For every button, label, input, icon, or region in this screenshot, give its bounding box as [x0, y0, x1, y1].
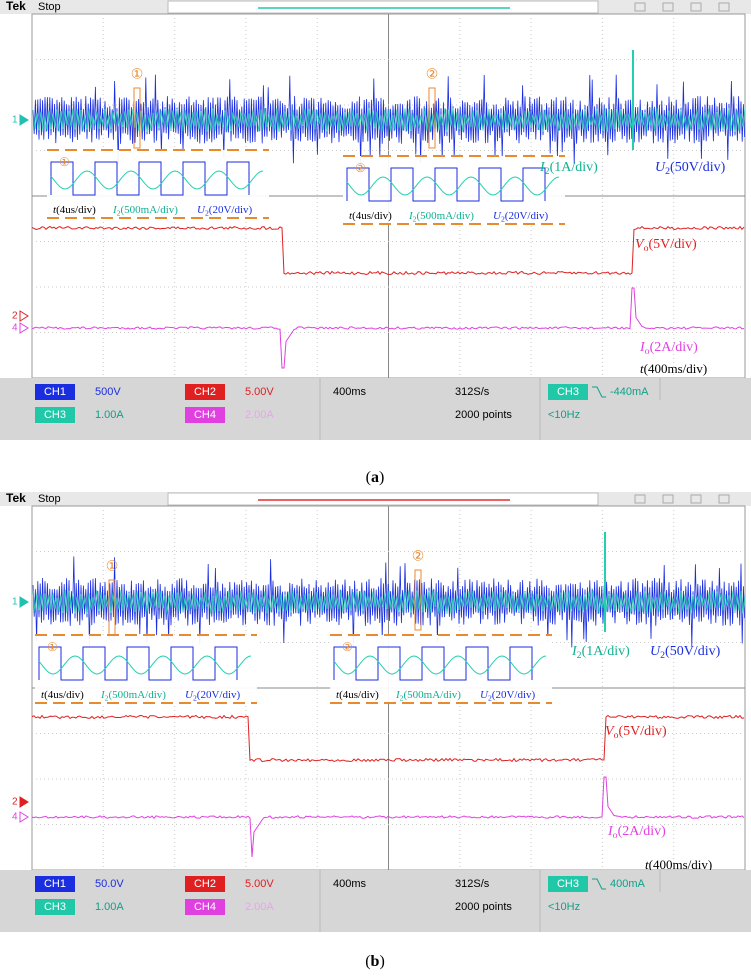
timebase: 400ms [333, 878, 367, 890]
top-bar-box [168, 1, 598, 13]
label-unit: (20V/div) [505, 210, 549, 222]
inset: ②t(4us/div)I2(500mA/div)U2(20V/div) [343, 156, 565, 224]
channel-name: CH2 [194, 386, 216, 398]
label-unit: (500mA/div) [404, 689, 462, 701]
trace-label: t(400ms/div) [640, 361, 707, 376]
channel-name: CH4 [194, 409, 216, 421]
caption: (b) [365, 953, 385, 970]
trace-label: I2(500mA/div) [395, 689, 461, 703]
inset: ①t(4us/div)I2(500mA/div)U2(20V/div) [47, 150, 269, 218]
channel-scale: 5.00V [245, 386, 274, 398]
inset-number: ① [59, 155, 70, 169]
channel-scale: 500V [95, 386, 121, 398]
channel-marker: 2 [12, 797, 18, 808]
trace-label: I2(500mA/div) [408, 210, 474, 224]
label-unit: (4us/div) [44, 689, 84, 701]
channel-scale: 2.00A [245, 901, 274, 913]
channel-marker: 4 [12, 323, 18, 334]
trace-label: t(4us/div) [349, 210, 392, 222]
label-unit: (500mA/div) [417, 210, 475, 222]
run-state: Stop [38, 493, 61, 505]
label-unit: (20V/div) [209, 204, 253, 216]
callout: ① [106, 558, 119, 574]
label-unit: (2A/div) [650, 340, 699, 355]
channel-scale: 50.0V [95, 878, 124, 890]
channel-scale: 2.00A [245, 409, 274, 421]
trigger-frequency: <10Hz [548, 901, 580, 913]
trace-label: t(4us/div) [53, 204, 96, 216]
label-unit: (1A/div) [582, 644, 631, 659]
inset-number: ② [355, 161, 366, 175]
scope-panel: TekStop①②124①t(4us/div)I2(500mA/div)U2(2… [0, 0, 751, 440]
brand: Tek [6, 491, 26, 505]
label-unit: (400ms/div) [649, 857, 713, 872]
label-unit: (400ms/div) [644, 361, 708, 376]
channel-marker: 2 [12, 311, 18, 322]
channel-arrow [20, 797, 28, 807]
label-unit: (2A/div) [618, 824, 667, 839]
label-unit: (20V/div) [197, 689, 241, 701]
channel-marker: 1 [12, 597, 18, 608]
channel-arrow [20, 311, 28, 321]
channel-name: CH4 [194, 901, 216, 913]
channel-scale: 1.00A [95, 409, 124, 421]
trigger-frequency: <10Hz [548, 409, 580, 421]
channel-arrow [20, 323, 28, 333]
trace-label: t(400ms/div) [645, 857, 712, 872]
callout: ② [412, 548, 425, 564]
channel-name: CH3 [44, 409, 66, 421]
callout: ① [131, 66, 144, 82]
label-unit: (5V/div) [618, 724, 667, 739]
trigger-level: -440mA [610, 386, 649, 398]
timebase: 400ms [333, 386, 367, 398]
figure: TekStop①②124①t(4us/div)I2(500mA/div)U2(2… [0, 0, 751, 977]
inset-number: ② [342, 640, 353, 654]
trace-label: t(4us/div) [41, 689, 84, 701]
trigger-source: CH3 [557, 878, 579, 890]
top-bar-box [168, 493, 598, 505]
callout: ② [426, 66, 439, 82]
label-unit: (50V/div) [665, 644, 721, 659]
trigger-source: CH3 [557, 386, 579, 398]
label-unit: (500mA/div) [121, 204, 179, 216]
caption-letter: b [371, 953, 380, 970]
label-unit: (20V/div) [492, 689, 536, 701]
caption-letter: a [371, 469, 379, 486]
label-unit: (4us/div) [339, 689, 379, 701]
label-unit: (4us/div) [56, 204, 96, 216]
trace-label: I2(500mA/div) [112, 204, 178, 218]
caption: (a) [366, 469, 385, 486]
label-unit: (1A/div) [550, 160, 599, 175]
inset-number: ① [47, 640, 58, 654]
run-state: Stop [38, 1, 61, 13]
sample-rate: 312S/s [455, 386, 490, 398]
label-unit: (5V/div) [648, 237, 697, 252]
brand: Tek [6, 0, 26, 13]
record-length: 2000 points [455, 901, 512, 913]
sample-rate: 312S/s [455, 878, 490, 890]
scope-panel: TekStop①②124①t(4us/div)I2(500mA/div)U2(2… [0, 491, 751, 932]
label-unit: (4us/div) [352, 210, 392, 222]
caption-close: ) [379, 953, 384, 970]
inset: ②t(4us/div)I2(500mA/div)U2(20V/div) [330, 635, 552, 703]
channel-name: CH3 [44, 901, 66, 913]
channel-name: CH2 [194, 878, 216, 890]
channel-arrow [20, 812, 28, 822]
label-unit: (50V/div) [670, 160, 726, 175]
inset: ①t(4us/div)I2(500mA/div)U2(20V/div) [35, 635, 257, 703]
channel-marker: 1 [12, 115, 18, 126]
channel-scale: 1.00A [95, 901, 124, 913]
trigger-level: 400mA [610, 878, 646, 890]
trace-label: I2(500mA/div) [100, 689, 166, 703]
channel-name: CH1 [44, 386, 66, 398]
channel-scale: 5.00V [245, 878, 274, 890]
trace-label: t(4us/div) [336, 689, 379, 701]
channel-marker: 4 [12, 812, 18, 823]
record-length: 2000 points [455, 409, 512, 421]
label-unit: (500mA/div) [109, 689, 167, 701]
caption-close: ) [379, 469, 384, 486]
channel-arrow [20, 597, 28, 607]
channel-arrow [20, 115, 28, 125]
channel-name: CH1 [44, 878, 66, 890]
